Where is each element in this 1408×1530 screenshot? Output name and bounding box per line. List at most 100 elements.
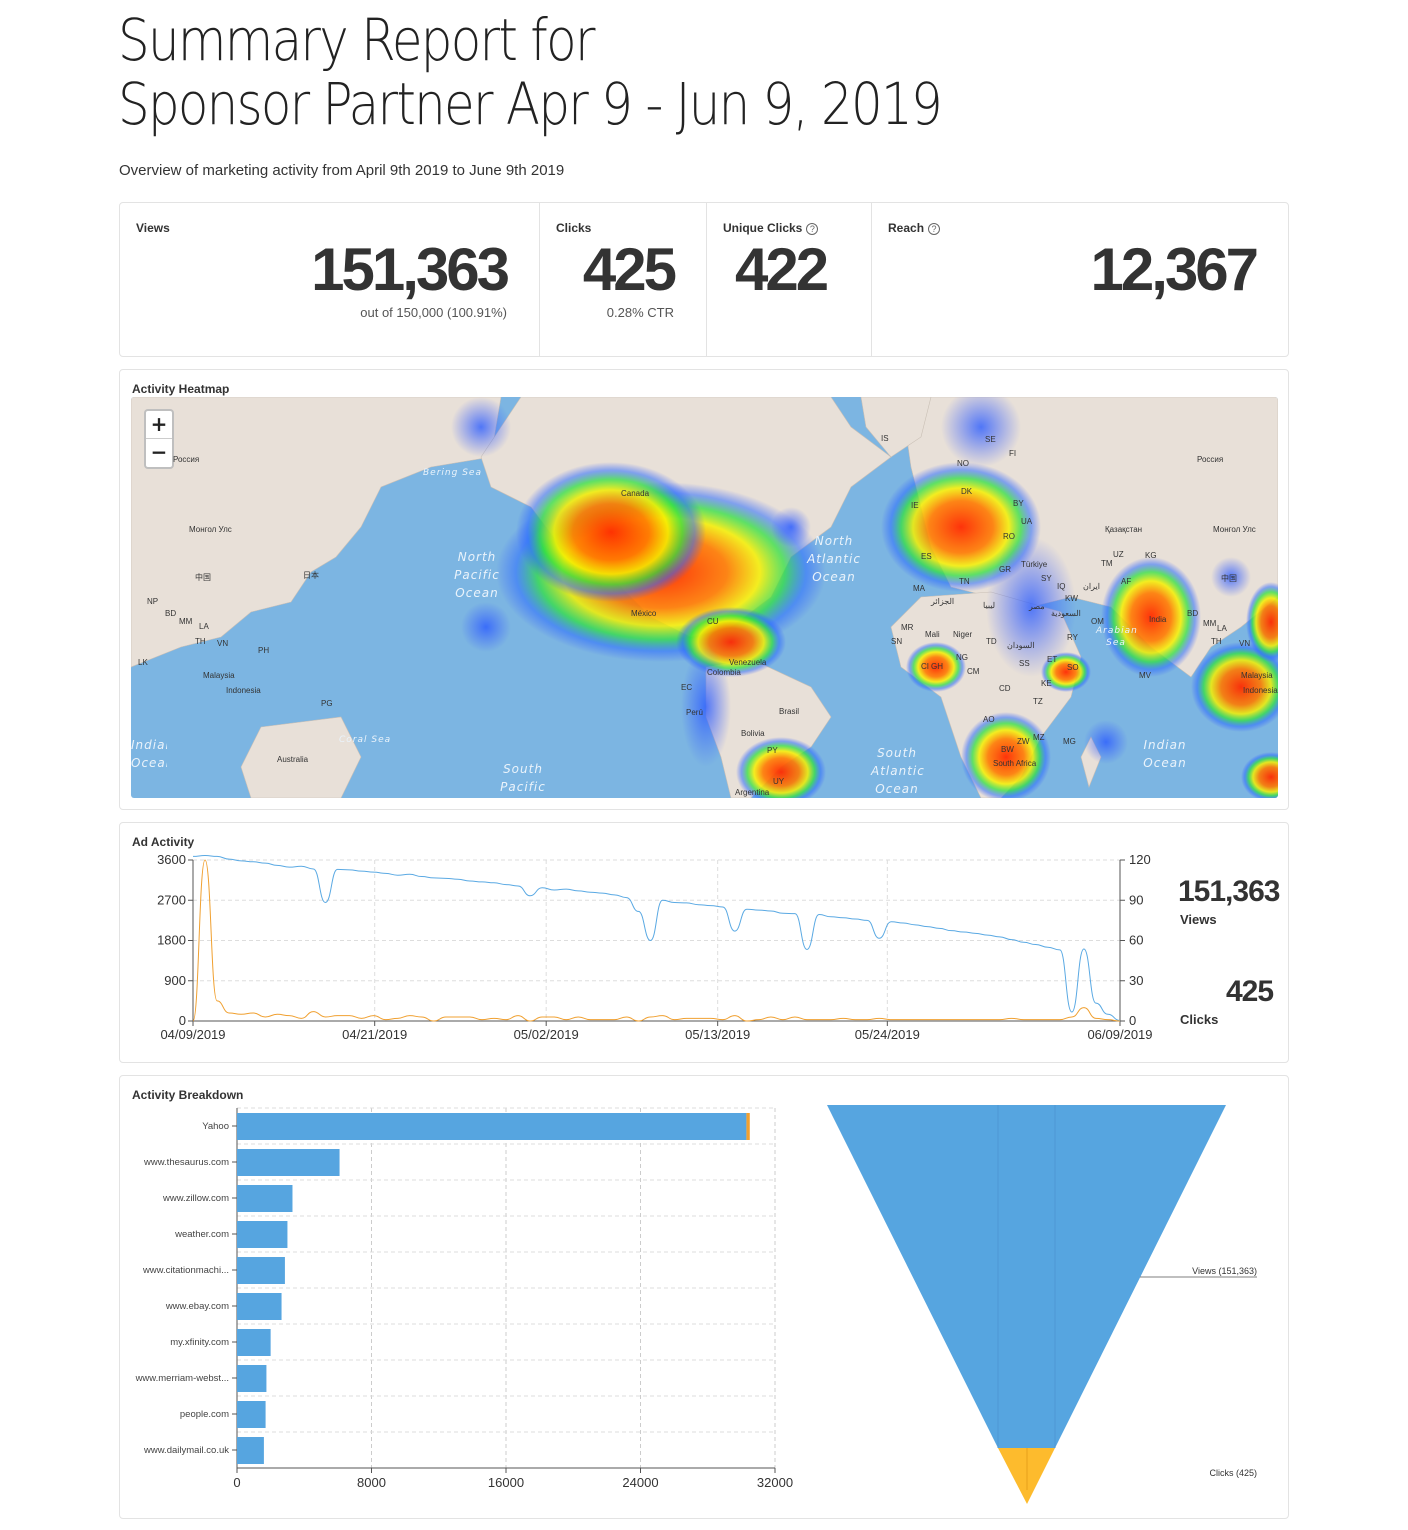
y-right-tick-label: 30 xyxy=(1129,973,1143,988)
ad-activity-card: Ad Activity 0 900 1800 2700 3600 0 30 60 90 120 04… xyxy=(119,822,1289,1063)
y-right-tick-label: 120 xyxy=(1129,852,1151,867)
map-label: MM xyxy=(1203,619,1217,628)
heatmap-map[interactable]: + − Россия Монгол Улс 中国 日本 NP BD MM LA … xyxy=(131,397,1278,798)
bar-category-label: www.ebay.com xyxy=(165,1301,229,1312)
map-label: NP xyxy=(147,597,159,606)
map-label: RY xyxy=(1067,633,1078,642)
map-label: TM xyxy=(1101,559,1113,568)
map-label: PH xyxy=(258,646,270,655)
map-label: مصر xyxy=(1029,602,1045,611)
map-label: GR xyxy=(999,565,1011,574)
x-tick-label: 05/13/2019 xyxy=(685,1027,750,1042)
bar-category-label: www.zillow.com xyxy=(162,1193,229,1204)
map-label: CI xyxy=(921,662,929,671)
line-series-clicks xyxy=(192,859,1121,1022)
map-label: ES xyxy=(921,552,932,561)
stat-views-value: 151,363 xyxy=(311,236,510,303)
map-label: LA xyxy=(1217,624,1227,633)
x-tick-label: 32000 xyxy=(757,1475,793,1490)
funnel-label-views: Views (151,363) xyxy=(1192,1266,1257,1276)
bar-category-label: people.com xyxy=(180,1409,229,1420)
map-label: UZ xyxy=(1113,550,1124,559)
map-label: الجزائر xyxy=(931,597,955,606)
map-label: BD xyxy=(165,609,177,618)
bar-category-label: weather.com xyxy=(174,1229,229,1240)
x-tick-label: 8000 xyxy=(357,1475,386,1490)
stat-clicks-label: Clicks xyxy=(556,221,592,235)
bar-category-label: Yahoo xyxy=(202,1121,229,1132)
bar-views xyxy=(237,1365,267,1392)
stat-views-label: Views xyxy=(136,221,170,235)
stat-unique-clicks: Unique Clicks? 422 xyxy=(706,203,871,356)
breakdown-title: Activity Breakdown xyxy=(132,1088,244,1102)
map-label: KG xyxy=(1145,551,1157,560)
map-label: SY xyxy=(1041,574,1052,583)
stat-clicks-sub: 0.28% CTR xyxy=(606,305,674,320)
breakdown-bar-chart: 0 8000 16000 24000 32000 Yahoo www.thesaurus.c… xyxy=(135,1107,793,1490)
map-label: TH xyxy=(195,637,206,646)
map-label: السودان xyxy=(1007,641,1035,650)
stat-clicks-value: 425 xyxy=(582,236,677,303)
stat-reach: Reach? 12,367 xyxy=(871,203,1288,356)
map-label: Bolivia xyxy=(741,729,765,738)
page-title: Summary Report for Sponsor Partner Apr 9… xyxy=(118,8,1064,136)
ad-activity-chart: 0 900 1800 2700 3600 0 30 60 90 120 04/09/2019 04/2… xyxy=(157,852,1152,1042)
x-tick-label: 05/24/2019 xyxy=(855,1027,920,1042)
bar-clicks xyxy=(746,1113,750,1140)
map-label: IS xyxy=(881,434,889,443)
map-zoom-control: + − xyxy=(144,409,174,469)
map-label: Türkiye xyxy=(1021,560,1048,569)
map-label: Niger xyxy=(953,630,973,639)
help-icon[interactable]: ? xyxy=(928,223,941,235)
map-label: RO xyxy=(1003,532,1015,541)
ocean-label: South Atlantic Ocean xyxy=(871,746,925,796)
stat-clicks: Clicks 425 0.28% CTR xyxy=(539,203,706,356)
bar-views xyxy=(237,1113,747,1140)
map-label: UY xyxy=(773,777,785,786)
ocean-label: Indian Ocean xyxy=(131,738,167,770)
map-label: TD xyxy=(986,637,997,646)
bar-category-label: www.merriam-webst... xyxy=(135,1373,229,1384)
map-label: Қазақстан xyxy=(1105,525,1143,534)
map-label: LK xyxy=(138,658,148,667)
y-left-tick-label: 0 xyxy=(179,1013,186,1028)
help-icon[interactable]: ? xyxy=(806,223,819,235)
map-label: Venezuela xyxy=(729,658,767,667)
map-label: ET xyxy=(1047,655,1058,664)
zoom-in-button[interactable]: + xyxy=(146,411,172,439)
ocean-label: Bering Sea xyxy=(423,468,482,478)
bar-category-label: my.xfinity.com xyxy=(170,1337,229,1348)
bar-views xyxy=(237,1149,340,1176)
map-label: CU xyxy=(707,617,719,626)
bar-category-label: www.dailymail.co.uk xyxy=(143,1445,229,1456)
map-label: FI xyxy=(1009,449,1017,458)
map-label: 日本 xyxy=(303,571,319,580)
bar-views xyxy=(237,1437,264,1464)
map-label: SE xyxy=(985,435,996,444)
line-series-views xyxy=(192,855,1121,1022)
map-label: MA xyxy=(913,584,925,593)
map-label: México xyxy=(631,609,657,618)
map-label: SS xyxy=(1019,659,1030,668)
map-label: AO xyxy=(983,715,995,724)
ocean-label: North Atlantic Ocean xyxy=(807,534,861,584)
map-label: KE xyxy=(1041,679,1052,688)
map-label: LA xyxy=(199,622,209,631)
map-label: Россия xyxy=(173,455,200,464)
bar-views xyxy=(237,1257,285,1284)
map-label: 中国 xyxy=(195,573,211,582)
map-label: EC xyxy=(681,683,693,692)
map-label: VN xyxy=(1239,639,1251,648)
map-label: MV xyxy=(1139,671,1151,680)
clicks-total-label: Clicks xyxy=(1180,1012,1219,1027)
zoom-out-button[interactable]: − xyxy=(150,440,168,464)
x-tick-label: 16000 xyxy=(488,1475,524,1490)
map-label: NG xyxy=(956,653,968,662)
map-label: IE xyxy=(911,501,919,510)
map-label: SO xyxy=(1067,663,1079,672)
map-label: NO xyxy=(957,459,969,468)
map-label: PG xyxy=(321,699,333,708)
funnel-label-clicks: Clicks (425) xyxy=(1209,1468,1257,1478)
page-subtitle: Overview of marketing activity from Apri… xyxy=(119,162,565,179)
ocean-label: Coral Sea xyxy=(339,735,392,745)
